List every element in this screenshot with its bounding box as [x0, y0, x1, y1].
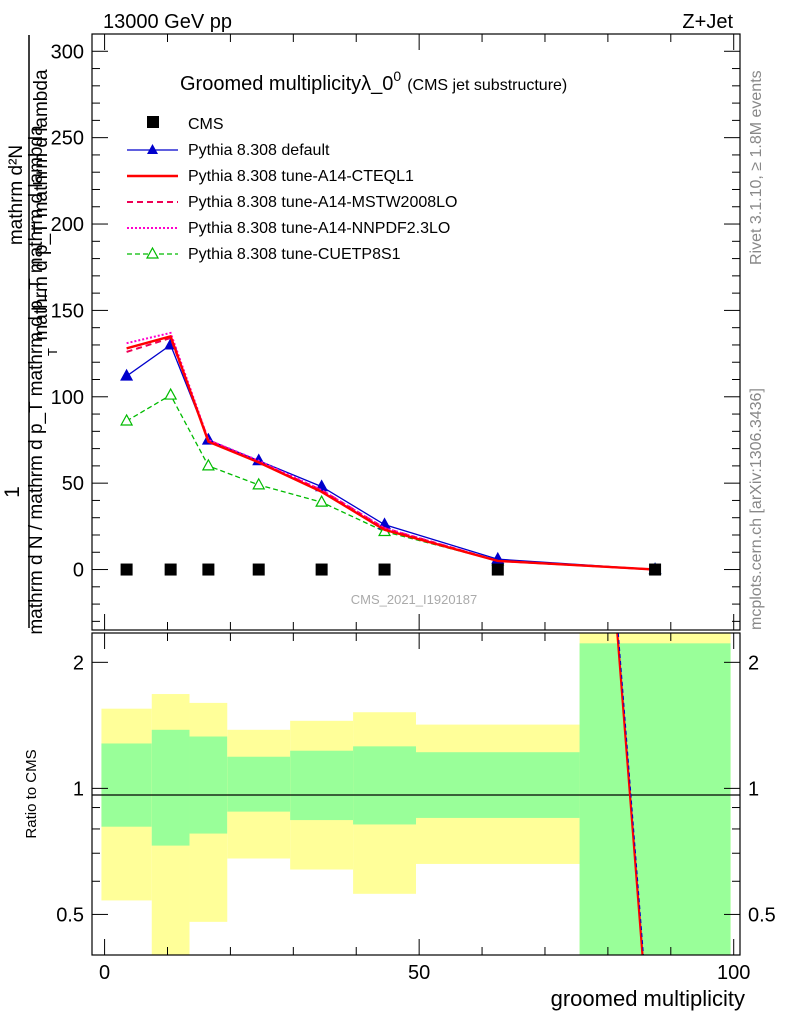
cms-data-point: [378, 563, 391, 576]
cms-data-point: [120, 563, 133, 576]
rivet-label: Rivet 3.1.10, ≥ 1.8M events: [748, 70, 765, 265]
ratio-y-label: Ratio to CMS: [23, 749, 40, 838]
ylabel-denominator: mathrm d N / mathrm d p_T mathrm d p_T m…: [26, 125, 47, 635]
legend-label-cuetp8s1: Pythia 8.308 tune-CUETP8S1: [188, 246, 401, 263]
ratio-panel: 0.5 0.5 1 1 2 2 0 50 100 Ratio to CMS groomed m…: [23, 632, 776, 1011]
ratio-bands: [101, 633, 731, 955]
ylabel-numerator: 1: [1, 486, 24, 498]
legend-cuetp8s1-marker: [145, 246, 160, 259]
cms-data-point: [491, 563, 504, 576]
ratio-y-tick-label: 0.5: [748, 904, 776, 926]
series-line-cteql1: [126, 334, 656, 571]
main-y-label: 1 mathrm d²N mathrm d p_T mathrm d lambd…: [1, 35, 60, 635]
series-point-cuetp8s1: [252, 477, 266, 490]
ratio-band-inner: [227, 756, 291, 812]
main-y-tick-label: 200: [51, 214, 84, 236]
main-y-tick-label: 0: [73, 560, 84, 582]
ratio-x-axis: 0 50 100: [99, 633, 750, 984]
series-point-cuetp8s1: [120, 413, 134, 426]
legend-label-cteql1: Pythia 8.308 tune-A14-CTEQL1: [188, 168, 414, 185]
ratio-x-tick-label: 100: [717, 962, 750, 984]
series-point-default: [120, 368, 134, 381]
legend-label-mstw: Pythia 8.308 tune-A14-MSTW2008LO: [188, 194, 457, 211]
process-label: Z+Jet: [682, 11, 733, 33]
ratio-y-tick-label: 1: [748, 778, 759, 800]
ratio-x-tick-label: 50: [408, 962, 430, 984]
legend: CMS Pythia 8.308 default Pythia 8.308 tu…: [127, 116, 457, 263]
legend-label-nnpdf: Pythia 8.308 tune-A14-NNPDF2.3LO: [188, 220, 450, 237]
main-frame: [91, 33, 741, 631]
ratio-y-tick-label: 0.5: [56, 904, 84, 926]
cms-data-point: [252, 563, 265, 576]
ylabel-top: mathrm d²N: [6, 145, 27, 245]
series-line-default: [126, 343, 656, 571]
ratio-band-inner: [416, 752, 580, 818]
plot-title-sub: (CMS jet substructure): [407, 77, 567, 94]
main-panel: 0 50 100 150 200 250 300 Groomed multiplicityλ…: [51, 33, 741, 631]
series-line-mstw: [126, 336, 656, 571]
cms-data-point: [202, 563, 215, 576]
series-point-cuetp8s1: [315, 494, 329, 507]
analysis-id: CMS_2021_I1920187: [351, 592, 478, 607]
legend-default-marker: [147, 144, 158, 154]
ylabel-mid: mathrm d p_T mathrm d lambda: [31, 69, 52, 340]
ratio-band-inner: [101, 743, 152, 827]
series-point-cuetp8s1: [164, 387, 178, 400]
ratio-line-default: [617, 632, 644, 956]
x-axis-label: groomed multiplicity: [551, 986, 745, 1011]
plot-title-main: Groomed multiplicityλ_0: [180, 73, 393, 95]
ratio-y-tick-label: 1: [73, 778, 84, 800]
legend-label-default: Pythia 8.308 default: [188, 142, 330, 159]
ratio-band-inner: [290, 750, 354, 821]
series-point-cuetp8s1: [201, 458, 215, 471]
legend-cms-marker: [147, 116, 159, 128]
ratio-y-tick-label: 2: [73, 652, 84, 674]
series-line-nnpdf: [126, 331, 656, 571]
main-y-tick-label: 100: [51, 387, 84, 409]
mcplots-label: mcplots.cern.ch [arXiv:1306.3436]: [748, 388, 765, 630]
main-x-axis: [104, 34, 735, 630]
ratio-band-inner: [189, 736, 228, 834]
ratio-band-inner: [151, 729, 190, 846]
ylabel-sub: T: [45, 348, 60, 356]
cms-data-point: [164, 563, 177, 576]
plot-title-sup: 0: [393, 68, 401, 84]
series-line-cuetp8s1: [126, 394, 656, 571]
main-y-tick-label: 50: [62, 473, 84, 495]
ratio-x-tick-label: 0: [99, 962, 110, 984]
ratio-frame: [91, 632, 741, 956]
main-y-tick-label: 150: [51, 300, 84, 322]
main-series-group: [120, 331, 662, 576]
legend-label-cms: CMS: [188, 116, 224, 133]
energy-label: 13000 GeV pp: [103, 11, 232, 33]
main-y-axis: 0 50 100 150 200 250 300: [51, 33, 740, 622]
main-y-tick-label: 250: [51, 128, 84, 150]
plot-title: Groomed multiplicityλ_00 (CMS jet substru…: [180, 68, 567, 95]
cms-data-point: [649, 563, 662, 576]
ratio-y-tick-label: 2: [748, 652, 759, 674]
main-y-tick-label: 300: [51, 41, 84, 63]
ratio-curve-group: [616, 632, 644, 956]
ratio-line-cteql1: [616, 632, 644, 956]
cms-data-point: [315, 563, 328, 576]
ratio-band-inner: [353, 746, 416, 825]
ratio-band-inner: [579, 643, 731, 955]
